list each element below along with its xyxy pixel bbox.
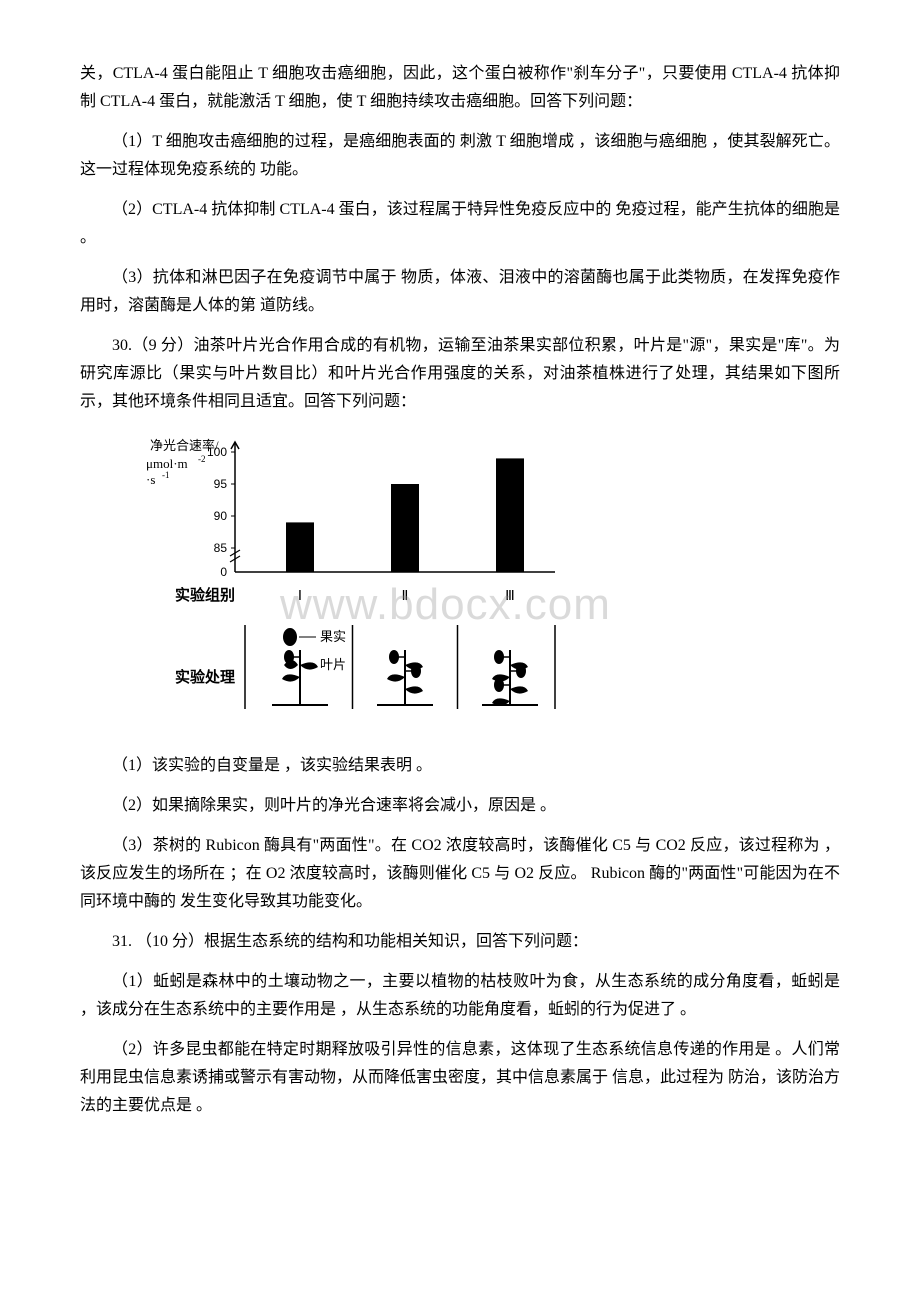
q30-part1: （1）该实验的自变量是 ，该实验结果表明 。 bbox=[80, 752, 840, 780]
svg-text:95: 95 bbox=[214, 477, 228, 491]
svg-text:100: 100 bbox=[207, 445, 227, 459]
q31-stem: 31. （10 分）根据生态系统的结构和功能相关知识，回答下列问题： bbox=[80, 928, 840, 956]
svg-text:·s: ·s bbox=[146, 472, 155, 487]
q29-part2: （2）CTLA-4 抗体抑制 CTLA-4 蛋白，该过程属于特异性免疫反应中的 … bbox=[80, 196, 840, 252]
q31-part1: （1）蚯蚓是森林中的土壤动物之一，主要以植物的枯枝败叶为食，从生态系统的成分角度… bbox=[80, 968, 840, 1024]
q31-part2: （2）许多昆虫都能在特定时期释放吸引异性的信息素，这体现了生态系统信息传递的作用… bbox=[80, 1036, 840, 1120]
q30-part3: （3）茶树的 Rubicon 酶具有"两面性"。在 CO2 浓度较高时，该酶催化… bbox=[80, 832, 840, 916]
svg-text:叶片: 叶片 bbox=[320, 657, 346, 672]
svg-text:-2: -2 bbox=[198, 454, 206, 464]
q30-stem: 30.（9 分）油茶叶片光合作用合成的有机物，运输至油茶果实部位积累，叶片是"源… bbox=[80, 332, 840, 416]
chart-svg: 净光合速率/μmol·m-2·s-18590951000实验组别ⅠⅡⅢ果实叶片实… bbox=[140, 432, 580, 722]
chart-figure: 净光合速率/μmol·m-2·s-18590951000实验组别ⅠⅡⅢ果实叶片实… bbox=[140, 432, 580, 722]
svg-text:90: 90 bbox=[214, 509, 228, 523]
q29-part1: （1）T 细胞攻击癌细胞的过程，是癌细胞表面的 刺激 T 细胞增成 ，该细胞与癌… bbox=[80, 128, 840, 184]
svg-text:实验组别: 实验组别 bbox=[175, 586, 235, 604]
q30-part2: （2）如果摘除果实，则叶片的净光合速率将会减小，原因是 。 bbox=[80, 792, 840, 820]
svg-text:实验处理: 实验处理 bbox=[175, 668, 235, 686]
svg-text:Ⅲ: Ⅲ bbox=[505, 589, 515, 604]
svg-text:85: 85 bbox=[214, 541, 228, 555]
svg-text:Ⅰ: Ⅰ bbox=[298, 589, 302, 604]
q29-part3: （3）抗体和淋巴因子在免疫调节中属于 物质，体液、泪液中的溶菌酶也属于此类物质，… bbox=[80, 264, 840, 320]
svg-text:0: 0 bbox=[220, 565, 227, 579]
svg-text:Ⅱ: Ⅱ bbox=[402, 589, 409, 604]
svg-text:-1: -1 bbox=[162, 470, 170, 480]
svg-text:μmol·m: μmol·m bbox=[146, 456, 188, 471]
svg-text:果实: 果实 bbox=[320, 629, 346, 644]
paragraph-intro: 关，CTLA-4 蛋白能阻止 T 细胞攻击癌细胞，因此，这个蛋白被称作"刹车分子… bbox=[80, 60, 840, 116]
